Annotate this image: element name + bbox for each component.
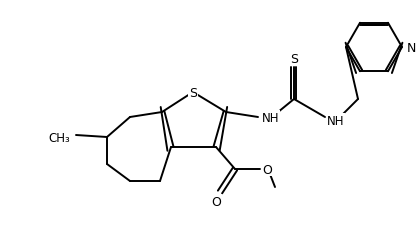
Text: O: O — [262, 163, 272, 176]
Text: S: S — [290, 53, 298, 66]
Text: NH: NH — [262, 111, 280, 124]
Text: N: N — [407, 41, 416, 54]
Text: O: O — [211, 195, 221, 208]
Text: S: S — [189, 86, 197, 99]
Text: NH: NH — [327, 114, 344, 127]
Text: CH₃: CH₃ — [48, 131, 70, 144]
